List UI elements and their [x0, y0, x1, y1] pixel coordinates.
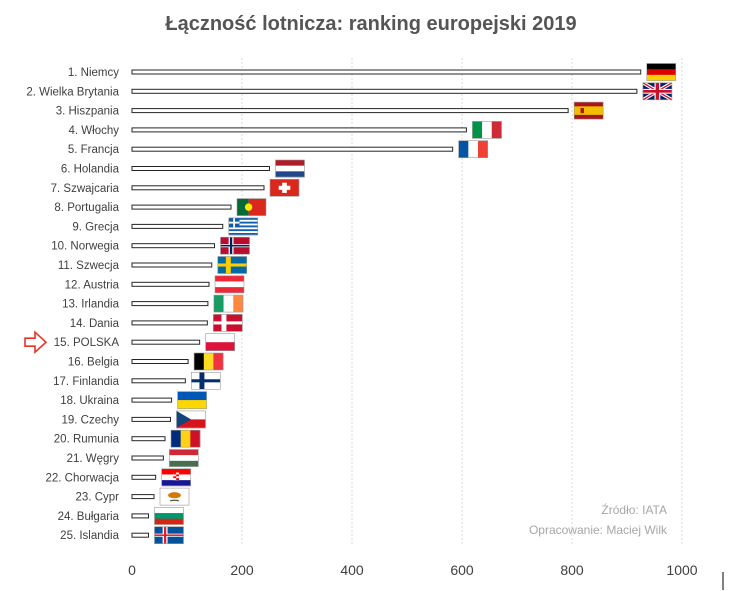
- bar: [131, 532, 149, 538]
- bar: [131, 223, 224, 229]
- flag-austria-icon: [214, 275, 245, 294]
- flag-iceland-icon: [154, 526, 184, 545]
- bar: [131, 494, 155, 500]
- flags: [154, 63, 677, 545]
- source-note: Źródło: IATA: [601, 502, 667, 517]
- flag-france-icon: [458, 140, 488, 158]
- flag-germany-icon: [646, 63, 677, 81]
- flag-ukraine-icon: [177, 391, 207, 409]
- category-label: 11. Szwecja: [58, 260, 120, 272]
- bar: [131, 127, 467, 133]
- x-tick-label: 400: [340, 562, 364, 578]
- x-tick-label: 800: [560, 562, 584, 578]
- bar: [131, 204, 232, 210]
- category-label: 21. Węgry: [67, 453, 120, 465]
- category-label: 23. Cypr: [76, 492, 120, 504]
- flag-croatia-icon: [161, 468, 191, 487]
- bar: [131, 301, 209, 307]
- category-label: 10. Norwegia: [51, 241, 119, 253]
- bar: [131, 378, 186, 384]
- category-label: 15. POLSKA: [54, 337, 120, 349]
- x-tick-label: 0: [128, 562, 136, 578]
- category-label: 4. Włochy: [69, 125, 120, 137]
- x-tick-label: 200: [230, 562, 254, 578]
- bars: [131, 69, 642, 538]
- author-note: Opracowanie: Maciej Wilk: [529, 523, 668, 537]
- bar: [131, 243, 215, 249]
- category-labels: 1. Niemcy 2. Wielka Brytania 3. Hiszpania 4…: [26, 67, 119, 542]
- flag-poland-icon: [205, 333, 235, 352]
- flag-belgium-icon: [193, 352, 224, 371]
- category-label: 20. Rumunia: [54, 434, 120, 446]
- category-label: 22. Chorwacja: [45, 472, 119, 484]
- flag-bulgaria-icon: [154, 507, 184, 525]
- bar: [131, 474, 157, 480]
- flag-switzerland-icon: [269, 179, 300, 197]
- bar: [131, 513, 149, 519]
- bar: [131, 320, 208, 326]
- category-label: 1. Niemcy: [68, 67, 119, 79]
- bar: [131, 185, 265, 191]
- x-tick-label: 1000: [666, 562, 697, 578]
- flag-netherlands-icon: [275, 159, 305, 178]
- flag-hungary-icon: [169, 449, 199, 467]
- flag-norway-icon: [220, 236, 250, 255]
- category-label: 17. Finlandia: [53, 376, 119, 388]
- category-label: 19. Czechy: [61, 414, 119, 426]
- bar: [131, 359, 189, 364]
- flag-denmark-icon: [213, 314, 243, 332]
- flag-romania-icon: [170, 429, 201, 448]
- category-label: 14. Dania: [70, 318, 120, 330]
- flag-greece-icon: [228, 217, 259, 236]
- category-label: 2. Wielka Brytania: [26, 86, 119, 98]
- bar: [131, 416, 171, 422]
- gridlines: [241, 58, 683, 545]
- flag-italy-icon: [472, 121, 502, 139]
- category-label: 9. Grecja: [72, 221, 119, 233]
- chart-title: Łączność lotnicza: ranking europejski 20…: [165, 13, 576, 35]
- category-label: 18. Ukraina: [60, 395, 119, 407]
- category-label: 13. Irlandia: [62, 299, 120, 311]
- category-label: 3. Hiszpania: [56, 106, 120, 118]
- x-axis-ticks: 0 200 400 600 800 1000: [128, 562, 698, 578]
- category-label: 25. Islandia: [60, 530, 119, 542]
- flag-finland-icon: [191, 371, 221, 390]
- bar: [131, 436, 166, 442]
- highlight-marker: [24, 330, 48, 355]
- category-label: 5. Francja: [68, 144, 120, 156]
- category-label: 16. Belgia: [68, 357, 120, 369]
- bar: [131, 146, 454, 152]
- bar: [131, 262, 213, 268]
- flag-uk-icon: [642, 81, 673, 102]
- arrow-icon: [24, 330, 48, 355]
- flag-sweden-icon: [217, 256, 248, 274]
- bar: [131, 108, 569, 114]
- category-label: 24. Bułgaria: [58, 511, 120, 523]
- bar: [131, 88, 638, 94]
- category-label: 8. Portugalia: [54, 202, 119, 214]
- flag-cyprus-icon: [159, 487, 190, 506]
- bar: [131, 455, 164, 461]
- x-tick-label: 600: [450, 562, 474, 578]
- bar: [131, 166, 270, 171]
- bar: [131, 397, 173, 403]
- flag-czechia-icon: [176, 410, 206, 429]
- bar: [131, 281, 210, 287]
- category-label: 12. Austria: [65, 279, 120, 291]
- bar: [131, 69, 642, 75]
- category-label: 7. Szwajcaria: [51, 183, 120, 195]
- category-label: 6. Holandia: [61, 164, 120, 176]
- flag-portugal-icon: [236, 198, 267, 216]
- flag-ireland-icon: [213, 294, 244, 313]
- flag-spain-icon: [573, 101, 604, 120]
- bar: [131, 339, 201, 345]
